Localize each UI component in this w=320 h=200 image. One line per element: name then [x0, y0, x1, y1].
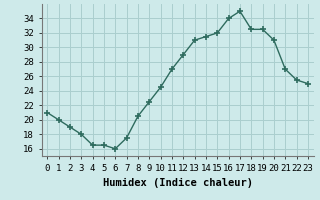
X-axis label: Humidex (Indice chaleur): Humidex (Indice chaleur)	[103, 178, 252, 188]
